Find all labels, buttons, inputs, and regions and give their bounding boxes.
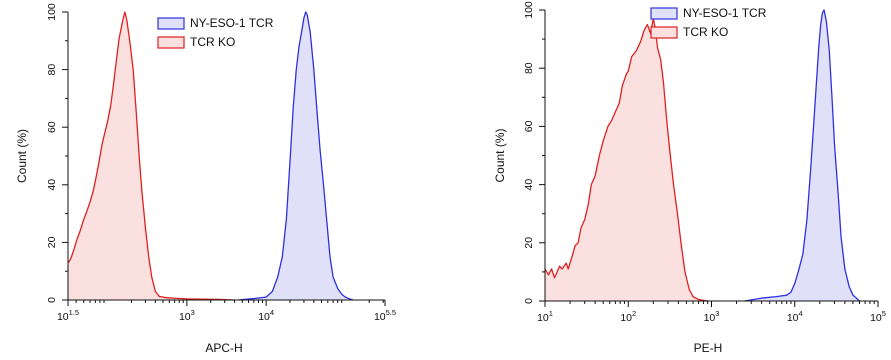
legend-swatch-2 <box>650 26 678 39</box>
legend: NY-ESO-1 TCR TCR KO <box>650 6 767 39</box>
series-fill-2 <box>545 18 708 301</box>
series-group <box>67 11 354 301</box>
y-tick-label: 60 <box>46 121 58 133</box>
x-tick-label: 104 <box>787 309 803 324</box>
series-fill-1 <box>238 12 354 300</box>
x-tick-base: 10 <box>620 312 632 324</box>
legend-label-1: NY-ESO-1 TCR <box>683 6 767 20</box>
legend: NY-ESO-1 TCR TCR KO <box>157 16 274 49</box>
x-tick-exponent: 3 <box>191 308 195 317</box>
x-tick-exponent: 1 <box>549 309 553 318</box>
legend-label-1: NY-ESO-1 TCR <box>190 16 274 30</box>
series-line-2 <box>67 11 235 301</box>
x-tick-base: 10 <box>57 311 69 323</box>
y-tick-label: 100 <box>46 3 58 21</box>
x-tick-base: 10 <box>787 312 799 324</box>
x-tick-base: 10 <box>258 311 270 323</box>
legend-label-2: TCR KO <box>190 35 235 49</box>
series-line-1 <box>238 11 354 301</box>
x-tick-base: 10 <box>704 312 716 324</box>
legend-label-2: TCR KO <box>683 25 728 39</box>
series-group <box>544 9 860 302</box>
x-tick-label: 102 <box>620 309 636 324</box>
y-tick-label: 40 <box>523 179 535 191</box>
x-tick-label: 103 <box>179 308 195 323</box>
y-tick-label: 20 <box>46 236 58 248</box>
x-tick-label: 105 <box>870 309 886 324</box>
y-tick-label: 20 <box>523 237 535 249</box>
legend-swatch-1 <box>157 17 185 30</box>
x-tick-base: 10 <box>374 311 386 323</box>
x-tick-label: 103 <box>704 309 720 324</box>
y-tick-label: 0 <box>46 297 58 303</box>
x-tick-exponent: 2 <box>632 309 636 318</box>
y-tick-label: 40 <box>46 179 58 191</box>
x-tick-exponent: 3 <box>715 309 719 318</box>
x-tick-exponent: 1.5 <box>69 308 79 317</box>
x-tick-exponent: 5 <box>882 309 886 318</box>
y-tick-label: 60 <box>523 120 535 132</box>
x-tick-exponent: 5.5 <box>386 308 396 317</box>
y-axis-label: Count (%) <box>493 128 507 182</box>
x-tick-label: 101 <box>537 309 553 324</box>
series-line-1 <box>744 9 860 302</box>
series-fill-2 <box>68 12 235 300</box>
legend-swatch-1 <box>650 7 678 20</box>
x-tick-exponent: 4 <box>799 309 803 318</box>
x-tick-label: 101.5 <box>57 308 79 323</box>
y-tick-label: 80 <box>46 64 58 76</box>
x-axis-label: PE-H <box>694 341 723 355</box>
x-tick-label: 105.5 <box>374 308 396 323</box>
y-tick-label: 100 <box>523 1 535 19</box>
y-tick-label: 0 <box>523 298 535 304</box>
x-tick-exponent: 4 <box>270 308 274 317</box>
x-axis-label: APC-H <box>205 341 242 355</box>
x-tick-base: 10 <box>179 311 191 323</box>
x-tick-base: 10 <box>870 312 882 324</box>
series-line-2 <box>544 18 708 302</box>
x-tick-base: 10 <box>537 312 549 324</box>
legend-swatch-2 <box>157 36 185 49</box>
x-tick-label: 104 <box>258 308 274 323</box>
y-axis-label: Count (%) <box>15 129 29 183</box>
y-tick-label: 80 <box>523 62 535 74</box>
